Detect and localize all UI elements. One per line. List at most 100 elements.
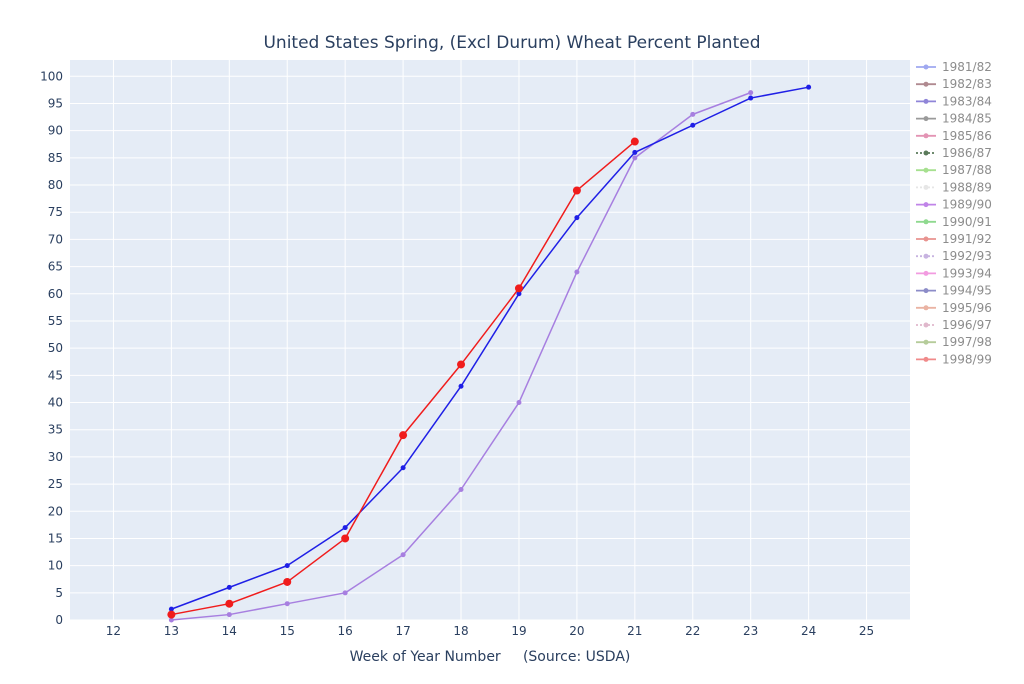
legend-item[interactable]: 1989/90 [916,198,992,212]
x-tick-label: 22 [685,624,700,638]
data-point[interactable] [283,577,292,586]
legend-item[interactable]: 1987/88 [916,163,992,177]
x-tick-label: 13 [164,624,179,638]
y-tick-label: 10 [48,559,63,573]
legend-item[interactable]: 1993/94 [916,266,992,280]
legend-item[interactable]: 1996/97 [916,318,992,332]
legend-item[interactable]: 1997/98 [916,335,992,349]
data-point[interactable] [226,584,232,590]
data-point[interactable] [690,122,696,128]
legend-item[interactable]: 1990/91 [916,215,992,229]
data-point[interactable] [226,612,232,618]
legend-item[interactable]: 1981/82 [916,60,992,74]
series-2 [167,137,639,619]
legend-label: 1983/84 [942,94,992,108]
legend-item[interactable]: 1988/89 [916,180,992,194]
series-1 [168,84,812,612]
tick-labels: 0 5 10 15 20 25 30 35 40 45 50 55 60 65 70 75 80 85 90 95 10… [40,69,874,638]
data-point[interactable] [284,601,290,607]
legend-label: 1991/92 [942,232,992,246]
y-tick-label: 70 [48,232,63,246]
y-tick-label: 55 [48,314,63,328]
data-point[interactable] [225,599,234,608]
data-point[interactable] [574,269,580,275]
data-point[interactable] [574,215,580,221]
x-tick-label: 21 [627,624,642,638]
data-point[interactable] [748,90,754,96]
data-point[interactable] [572,186,581,195]
y-tick-label: 75 [48,205,63,219]
x-tick-label: 17 [395,624,410,638]
legend-marker-swatch [923,219,929,225]
data-point[interactable] [168,617,174,623]
legend-item[interactable]: 1995/96 [916,301,992,315]
legend-item[interactable]: 1983/84 [916,94,992,108]
series-line [171,86,809,610]
y-tick-label: 25 [48,477,63,491]
data-point[interactable] [284,563,290,569]
legend-marker-swatch [923,339,929,345]
legend-marker-swatch [923,116,929,122]
data-point[interactable] [400,552,406,558]
legend-label: 1987/88 [942,163,992,177]
legend-marker-swatch [923,253,929,259]
data-point[interactable] [516,400,522,406]
legend-label: 1996/97 [942,318,992,332]
x-tick-label: 23 [743,624,758,638]
y-tick-label: 50 [48,341,63,355]
legend-item[interactable]: 1986/87 [916,146,992,160]
x-tick-label: 16 [338,624,353,638]
legend-item[interactable]: 1991/92 [916,232,992,246]
data-point[interactable] [167,610,176,619]
y-tick-label: 45 [48,368,63,382]
data-point[interactable] [458,383,464,389]
legend[interactable]: 1981/82 1982/83 1983/84 1984/85 1985/86 1986/… [916,60,992,366]
data-point[interactable] [400,465,406,471]
data-point[interactable] [168,606,174,612]
legend-label: 1985/86 [942,129,992,143]
legend-item[interactable]: 1982/83 [916,77,992,91]
y-tick-label: 15 [48,531,63,545]
data-point[interactable] [458,487,464,493]
data-point[interactable] [399,431,408,440]
legend-marker-swatch [923,236,929,242]
x-tick-label: 24 [801,624,816,638]
y-tick-label: 40 [48,396,63,410]
x-tick-label: 18 [453,624,468,638]
legend-label: 1982/83 [942,77,992,91]
y-tick-label: 30 [48,450,63,464]
y-tick-label: 5 [55,586,63,600]
data-point[interactable] [342,590,348,596]
y-tick-label: 65 [48,260,63,274]
x-axis-label: Week of Year Number (Source: USDA) [350,649,631,665]
data-point[interactable] [690,111,696,117]
data-point[interactable] [748,95,754,101]
legend-item[interactable]: 1984/85 [916,112,992,126]
data-point[interactable] [516,291,522,297]
data-point[interactable] [514,284,523,293]
legend-label: 1998/99 [942,352,992,366]
x-tick-label: 20 [569,624,584,638]
legend-item[interactable]: 1985/86 [916,129,992,143]
x-tick-label: 25 [859,624,874,638]
grid [70,60,910,621]
y-tick-label: 35 [48,423,63,437]
data-point[interactable] [341,534,350,543]
data-point[interactable] [632,149,638,155]
series-layer [167,84,812,623]
legend-item[interactable]: 1998/99 [916,352,992,366]
data-point[interactable] [342,525,348,531]
legend-marker-swatch [923,288,929,294]
data-point[interactable] [806,84,812,90]
legend-label: 1997/98 [942,335,992,349]
legend-marker-swatch [923,81,929,87]
data-point[interactable] [457,360,466,369]
data-point[interactable] [632,155,638,161]
legend-item[interactable]: 1992/93 [916,249,992,263]
data-point[interactable] [630,137,639,146]
legend-marker-swatch [923,133,929,139]
y-tick-label: 0 [55,613,63,627]
x-tick-label: 14 [222,624,237,638]
legend-item[interactable]: 1994/95 [916,284,992,298]
